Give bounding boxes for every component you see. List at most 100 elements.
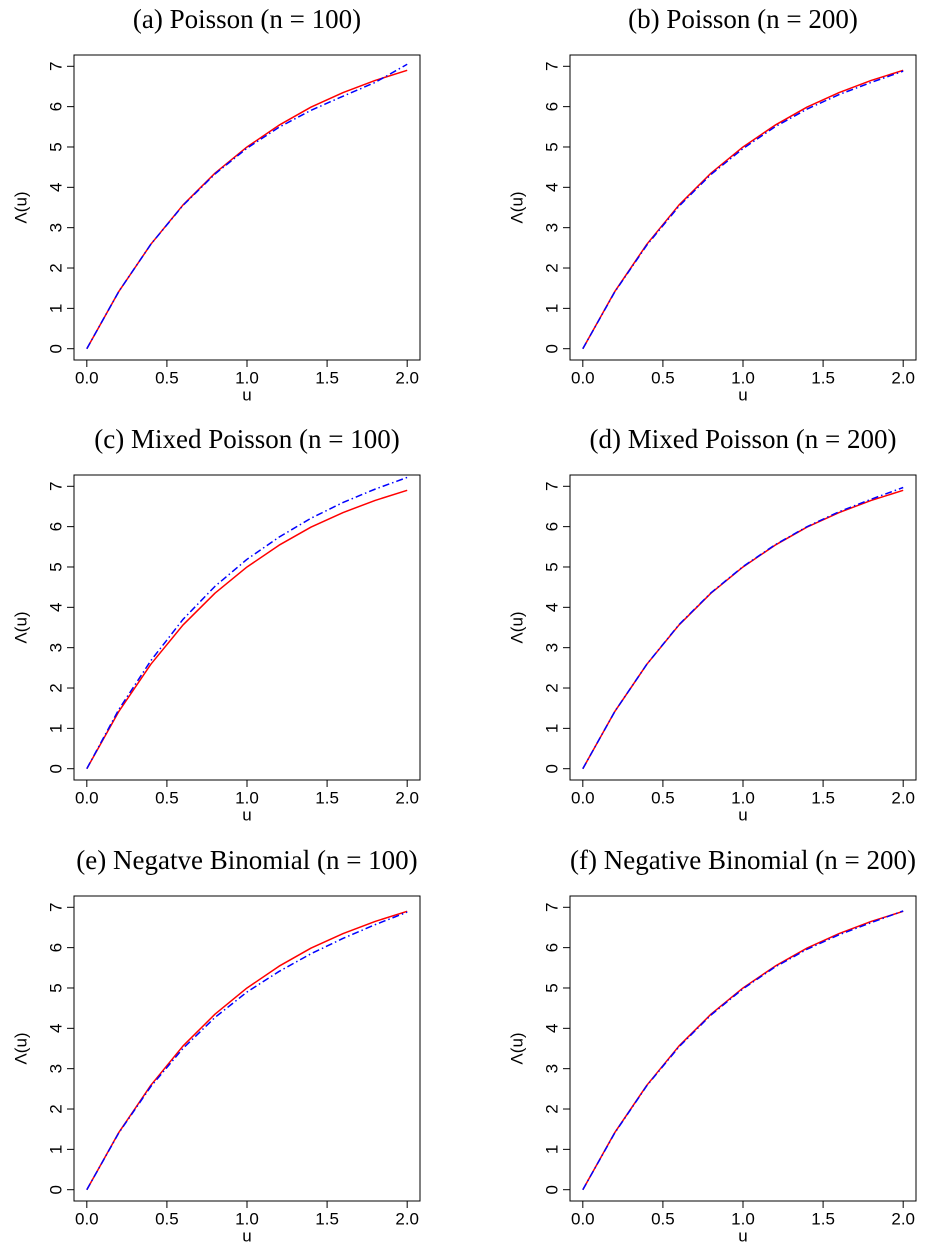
x-axis-label: u: [738, 805, 747, 824]
y-tick-label: 4: [46, 603, 65, 612]
series-line: [582, 910, 904, 1191]
y-tick-label: 3: [46, 1064, 65, 1073]
y-tick-label: 7: [542, 903, 561, 912]
y-tick-label: 0: [542, 1185, 561, 1194]
x-tick-label: 2.0: [891, 788, 915, 807]
x-tick-label: 0.0: [75, 1209, 99, 1228]
y-tick-label: 7: [46, 62, 65, 71]
x-tick-label: 1.5: [315, 368, 339, 387]
y-tick-label: 1: [542, 1145, 561, 1154]
y-tick-label: 5: [542, 983, 561, 992]
panel: (a) Poisson (n = 100) 0.0 0.5 1.0 1.5 2.0 u 0 1 2…: [11, 4, 421, 404]
y-axis-label: Λ(u): [11, 191, 30, 223]
x-tick-label: 0.0: [75, 788, 99, 807]
panel: (b) Poisson (n = 200) 0.0 0.5 1.0 1.5 2.0 u 0 1 2…: [507, 4, 917, 404]
y-tick-label: 5: [46, 983, 65, 992]
chart-title: (a) Poisson (n = 100): [133, 4, 361, 34]
x-tick-label: 2.0: [891, 368, 915, 387]
plot-box: [569, 54, 917, 361]
panel: (f) Negative Binomial (n = 200) 0.0 0.5 1.0…: [507, 845, 917, 1245]
x-tick-label: 0.0: [571, 368, 595, 387]
y-tick-label: 5: [542, 142, 561, 151]
x-tick-label: 0.5: [155, 368, 179, 387]
plot-box: [73, 474, 421, 781]
y-tick-label: 6: [542, 102, 561, 111]
x-tick-label: 1.0: [731, 1209, 755, 1228]
chart-title: (e) Negatve Binomial (n = 100): [76, 845, 417, 875]
x-tick-label: 1.5: [811, 1209, 835, 1228]
x-tick-label: 1.5: [811, 788, 835, 807]
y-tick-label: 1: [542, 724, 561, 733]
x-tick-label: 0.5: [651, 1209, 675, 1228]
x-tick-label: 1.0: [235, 788, 259, 807]
x-tick-label: 0.0: [75, 368, 99, 387]
y-tick-label: 1: [46, 724, 65, 733]
y-tick-label: 6: [46, 522, 65, 531]
y-tick-label: 6: [46, 943, 65, 952]
panel: (d) Mixed Poisson (n = 200) 0.0 0.5 1.0 1.5 2…: [507, 424, 917, 824]
y-tick-label: 5: [542, 562, 561, 571]
series-line: [582, 486, 904, 770]
plot-box: [73, 895, 421, 1202]
series-line: [582, 489, 904, 770]
y-tick-label: 7: [46, 482, 65, 491]
x-tick-label: 2.0: [891, 1209, 915, 1228]
series-line: [582, 70, 904, 350]
y-tick-label: 3: [542, 1064, 561, 1073]
y-tick-label: 0: [542, 344, 561, 353]
x-axis-label: u: [242, 1226, 251, 1245]
y-tick-label: 3: [542, 223, 561, 232]
panel: (e) Negatve Binomial (n = 100) 0.0 0.5 1.0 1…: [11, 845, 421, 1245]
x-tick-label: 0.5: [155, 788, 179, 807]
y-tick-label: 5: [46, 142, 65, 151]
y-tick-label: 4: [542, 603, 561, 612]
x-axis-label: u: [242, 805, 251, 824]
x-tick-label: 1.0: [235, 1209, 259, 1228]
chart-title: (c) Mixed Poisson (n = 100): [94, 424, 399, 454]
y-tick-label: 2: [542, 1104, 561, 1113]
y-tick-label: 7: [542, 482, 561, 491]
y-axis-label: Λ(u): [507, 1032, 526, 1064]
x-tick-label: 1.0: [731, 788, 755, 807]
y-tick-label: 4: [46, 1024, 65, 1033]
x-tick-label: 2.0: [395, 1209, 419, 1228]
plot-box: [569, 895, 917, 1202]
y-tick-label: 0: [542, 764, 561, 773]
series-line: [86, 489, 408, 770]
y-tick-label: 3: [46, 643, 65, 652]
y-tick-label: 0: [46, 764, 65, 773]
series-line: [86, 910, 408, 1191]
x-tick-label: 1.0: [235, 368, 259, 387]
chart-title: (d) Mixed Poisson (n = 200): [590, 424, 897, 454]
x-tick-label: 0.0: [571, 788, 595, 807]
y-tick-label: 1: [46, 304, 65, 313]
plot-box: [73, 54, 421, 361]
y-tick-label: 7: [46, 903, 65, 912]
y-tick-label: 2: [542, 263, 561, 272]
y-tick-label: 6: [542, 522, 561, 531]
y-tick-label: 2: [46, 263, 65, 272]
y-tick-label: 7: [542, 62, 561, 71]
series-line: [86, 911, 408, 1191]
panel: (c) Mixed Poisson (n = 100) 0.0 0.5 1.0 1.5 2…: [11, 424, 421, 824]
y-tick-label: 5: [46, 562, 65, 571]
series-line: [582, 910, 904, 1191]
y-axis-label: Λ(u): [11, 1032, 30, 1064]
x-tick-label: 0.5: [651, 788, 675, 807]
y-tick-label: 3: [46, 223, 65, 232]
chart-title: (b) Poisson (n = 200): [628, 4, 858, 34]
x-tick-label: 0.5: [651, 368, 675, 387]
y-tick-label: 2: [46, 683, 65, 692]
series-line: [86, 69, 408, 350]
y-tick-label: 4: [542, 1024, 561, 1033]
y-tick-label: 6: [46, 102, 65, 111]
y-tick-label: 1: [46, 1145, 65, 1154]
x-tick-label: 2.0: [395, 788, 419, 807]
y-tick-label: 0: [46, 344, 65, 353]
plot-box: [569, 474, 917, 781]
y-tick-label: 1: [542, 304, 561, 313]
x-axis-label: u: [738, 1226, 747, 1245]
y-tick-label: 3: [542, 643, 561, 652]
y-tick-label: 4: [46, 183, 65, 192]
